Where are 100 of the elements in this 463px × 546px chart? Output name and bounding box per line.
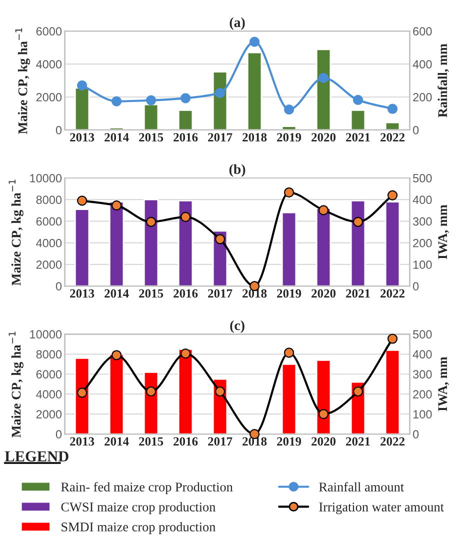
y2-tick-label: 400 bbox=[412, 60, 432, 68]
bar bbox=[143, 198, 159, 286]
y2-tick-label: 200 bbox=[413, 238, 432, 248]
bar bbox=[246, 52, 262, 130]
y-tick-label: 10000 bbox=[30, 330, 62, 339]
bar bbox=[143, 104, 159, 130]
x-tick-label: 2022 bbox=[380, 133, 404, 142]
x-tick-label: 2020 bbox=[312, 437, 336, 446]
y-tick-label: 4000 bbox=[36, 390, 62, 398]
y-tick-label: 0 bbox=[56, 282, 62, 290]
y2-axis-title: Rainfall, mm bbox=[438, 44, 449, 118]
y2-axis-title: IWA, mm bbox=[438, 204, 449, 260]
y2-axis-title: IWA, mm bbox=[438, 356, 449, 412]
y-tick-label: 0 bbox=[56, 430, 62, 438]
x-tick-label: 2020 bbox=[312, 289, 336, 298]
y2-tick-label: 500 bbox=[413, 174, 432, 182]
x-tick-label: 2020 bbox=[312, 133, 336, 142]
bar bbox=[384, 349, 400, 434]
bar bbox=[74, 357, 90, 434]
bar bbox=[178, 348, 194, 434]
y2-tick-label: 300 bbox=[412, 370, 432, 379]
y-tick-label: 2000 bbox=[36, 93, 62, 102]
y-tick-label: 2000 bbox=[36, 260, 62, 269]
x-tick-label: 2017 bbox=[208, 133, 232, 142]
x-tick-label: 2014 bbox=[104, 437, 129, 446]
x-tick-label: 2015 bbox=[139, 289, 164, 298]
bar bbox=[108, 201, 124, 286]
chart-title: (a) bbox=[230, 17, 245, 30]
y2-tick-label: 0 bbox=[412, 126, 419, 134]
bar bbox=[143, 371, 159, 434]
x-tick-label: 2014 bbox=[104, 289, 129, 298]
x-tick-label: 2015 bbox=[139, 437, 164, 446]
y2-tick-label: 200 bbox=[413, 93, 432, 102]
x-tick-label: 2017 bbox=[208, 437, 232, 446]
y2-tick-label: 300 bbox=[412, 217, 432, 226]
x-tick-label: 2016 bbox=[174, 437, 198, 446]
y-tick-label: 2000 bbox=[36, 410, 62, 418]
y-tick-label: 6000 bbox=[36, 27, 62, 36]
x-tick-label: 2019 bbox=[277, 133, 302, 142]
y-tick-label: 0 bbox=[56, 126, 62, 134]
y2-tick-label: 100 bbox=[413, 260, 432, 269]
x-tick-label: 2022 bbox=[380, 289, 404, 298]
y-tick-label: 6000 bbox=[36, 217, 62, 226]
bar bbox=[108, 353, 124, 434]
bar bbox=[281, 126, 297, 130]
y-axis-title: Maize CP, kg ha$^{−1}$ bbox=[15, 28, 30, 134]
x-tick-label: 2021 bbox=[346, 437, 370, 446]
x-tick-label: 2013 bbox=[70, 133, 94, 142]
y-tick-label: 6000 bbox=[36, 370, 62, 379]
y2-tick-label: 0 bbox=[412, 430, 419, 438]
y-axis-title: Maize CP, kg ha$^{−1}$ bbox=[8, 180, 24, 286]
y2-tick-label: 500 bbox=[413, 330, 432, 339]
x-tick-label: 2018 bbox=[242, 133, 267, 142]
y2-tick-label: 400 bbox=[412, 350, 432, 359]
y2-tick-label: 200 bbox=[413, 390, 432, 398]
y2-tick-label: 400 bbox=[412, 196, 432, 204]
x-tick-label: 2016 bbox=[174, 133, 198, 142]
y-tick-label: 8000 bbox=[36, 350, 62, 359]
bar bbox=[350, 200, 366, 286]
y-tick-label: 4000 bbox=[36, 60, 62, 68]
chart-title: (c) bbox=[230, 320, 244, 333]
y-tick-label: 10000 bbox=[30, 174, 62, 182]
legend-label: CWSI maize crop production bbox=[61, 502, 216, 514]
bar bbox=[178, 200, 194, 286]
y-axis-title: Maize CP, kg ha$^{−1}$ bbox=[8, 332, 24, 438]
bar bbox=[350, 109, 366, 130]
bar bbox=[281, 212, 297, 286]
bar bbox=[316, 48, 332, 130]
legend-label: SMDI maize crop production bbox=[62, 522, 216, 534]
bar bbox=[281, 363, 297, 434]
x-tick-label: 2016 bbox=[174, 289, 198, 298]
x-tick-label: 2013 bbox=[70, 437, 94, 446]
bar bbox=[316, 208, 332, 286]
legend-label: Irrigation water amount bbox=[319, 502, 444, 514]
y2-tick-label: 100 bbox=[413, 410, 432, 418]
legend-label: Rainfall amount bbox=[319, 482, 404, 492]
legend-title: LEGEND bbox=[4, 451, 68, 462]
bar bbox=[316, 359, 332, 434]
x-tick-label: 2019 bbox=[277, 289, 302, 298]
bar bbox=[212, 71, 228, 130]
x-tick-label: 2021 bbox=[346, 133, 370, 142]
y2-tick-label: 600 bbox=[413, 27, 432, 36]
bar bbox=[384, 122, 400, 130]
x-tick-label: 2017 bbox=[208, 289, 232, 298]
x-tick-label: 2018 bbox=[242, 437, 267, 446]
chart-title: (b) bbox=[229, 164, 246, 177]
bar bbox=[178, 109, 194, 130]
x-tick-label: 2018 bbox=[242, 289, 267, 298]
x-tick-label: 2021 bbox=[346, 289, 370, 298]
x-tick-label: 2022 bbox=[380, 437, 404, 446]
x-tick-label: 2019 bbox=[277, 437, 302, 446]
x-tick-label: 2014 bbox=[104, 133, 129, 142]
x-tick-label: 2015 bbox=[139, 133, 164, 142]
y-tick-label: 4000 bbox=[36, 238, 62, 248]
y-tick-label: 8000 bbox=[36, 196, 62, 204]
legend-label: Rain- fed maize crop Production bbox=[61, 482, 233, 494]
x-tick-label: 2013 bbox=[70, 289, 94, 298]
y2-tick-label: 0 bbox=[412, 282, 419, 290]
bar bbox=[74, 87, 90, 130]
bar bbox=[74, 208, 90, 286]
